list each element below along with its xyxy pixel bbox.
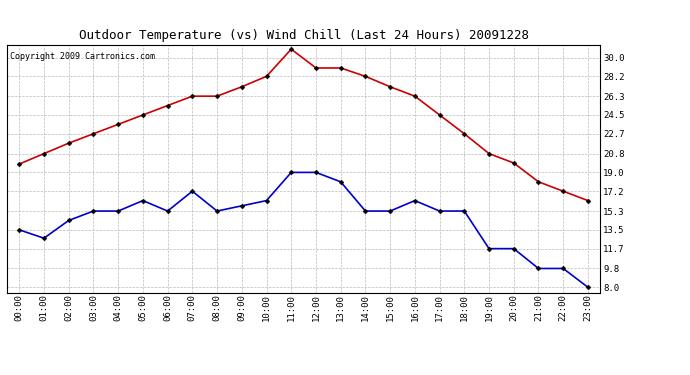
Title: Outdoor Temperature (vs) Wind Chill (Last 24 Hours) 20091228: Outdoor Temperature (vs) Wind Chill (Las…: [79, 30, 529, 42]
Text: Copyright 2009 Cartronics.com: Copyright 2009 Cartronics.com: [10, 53, 155, 62]
